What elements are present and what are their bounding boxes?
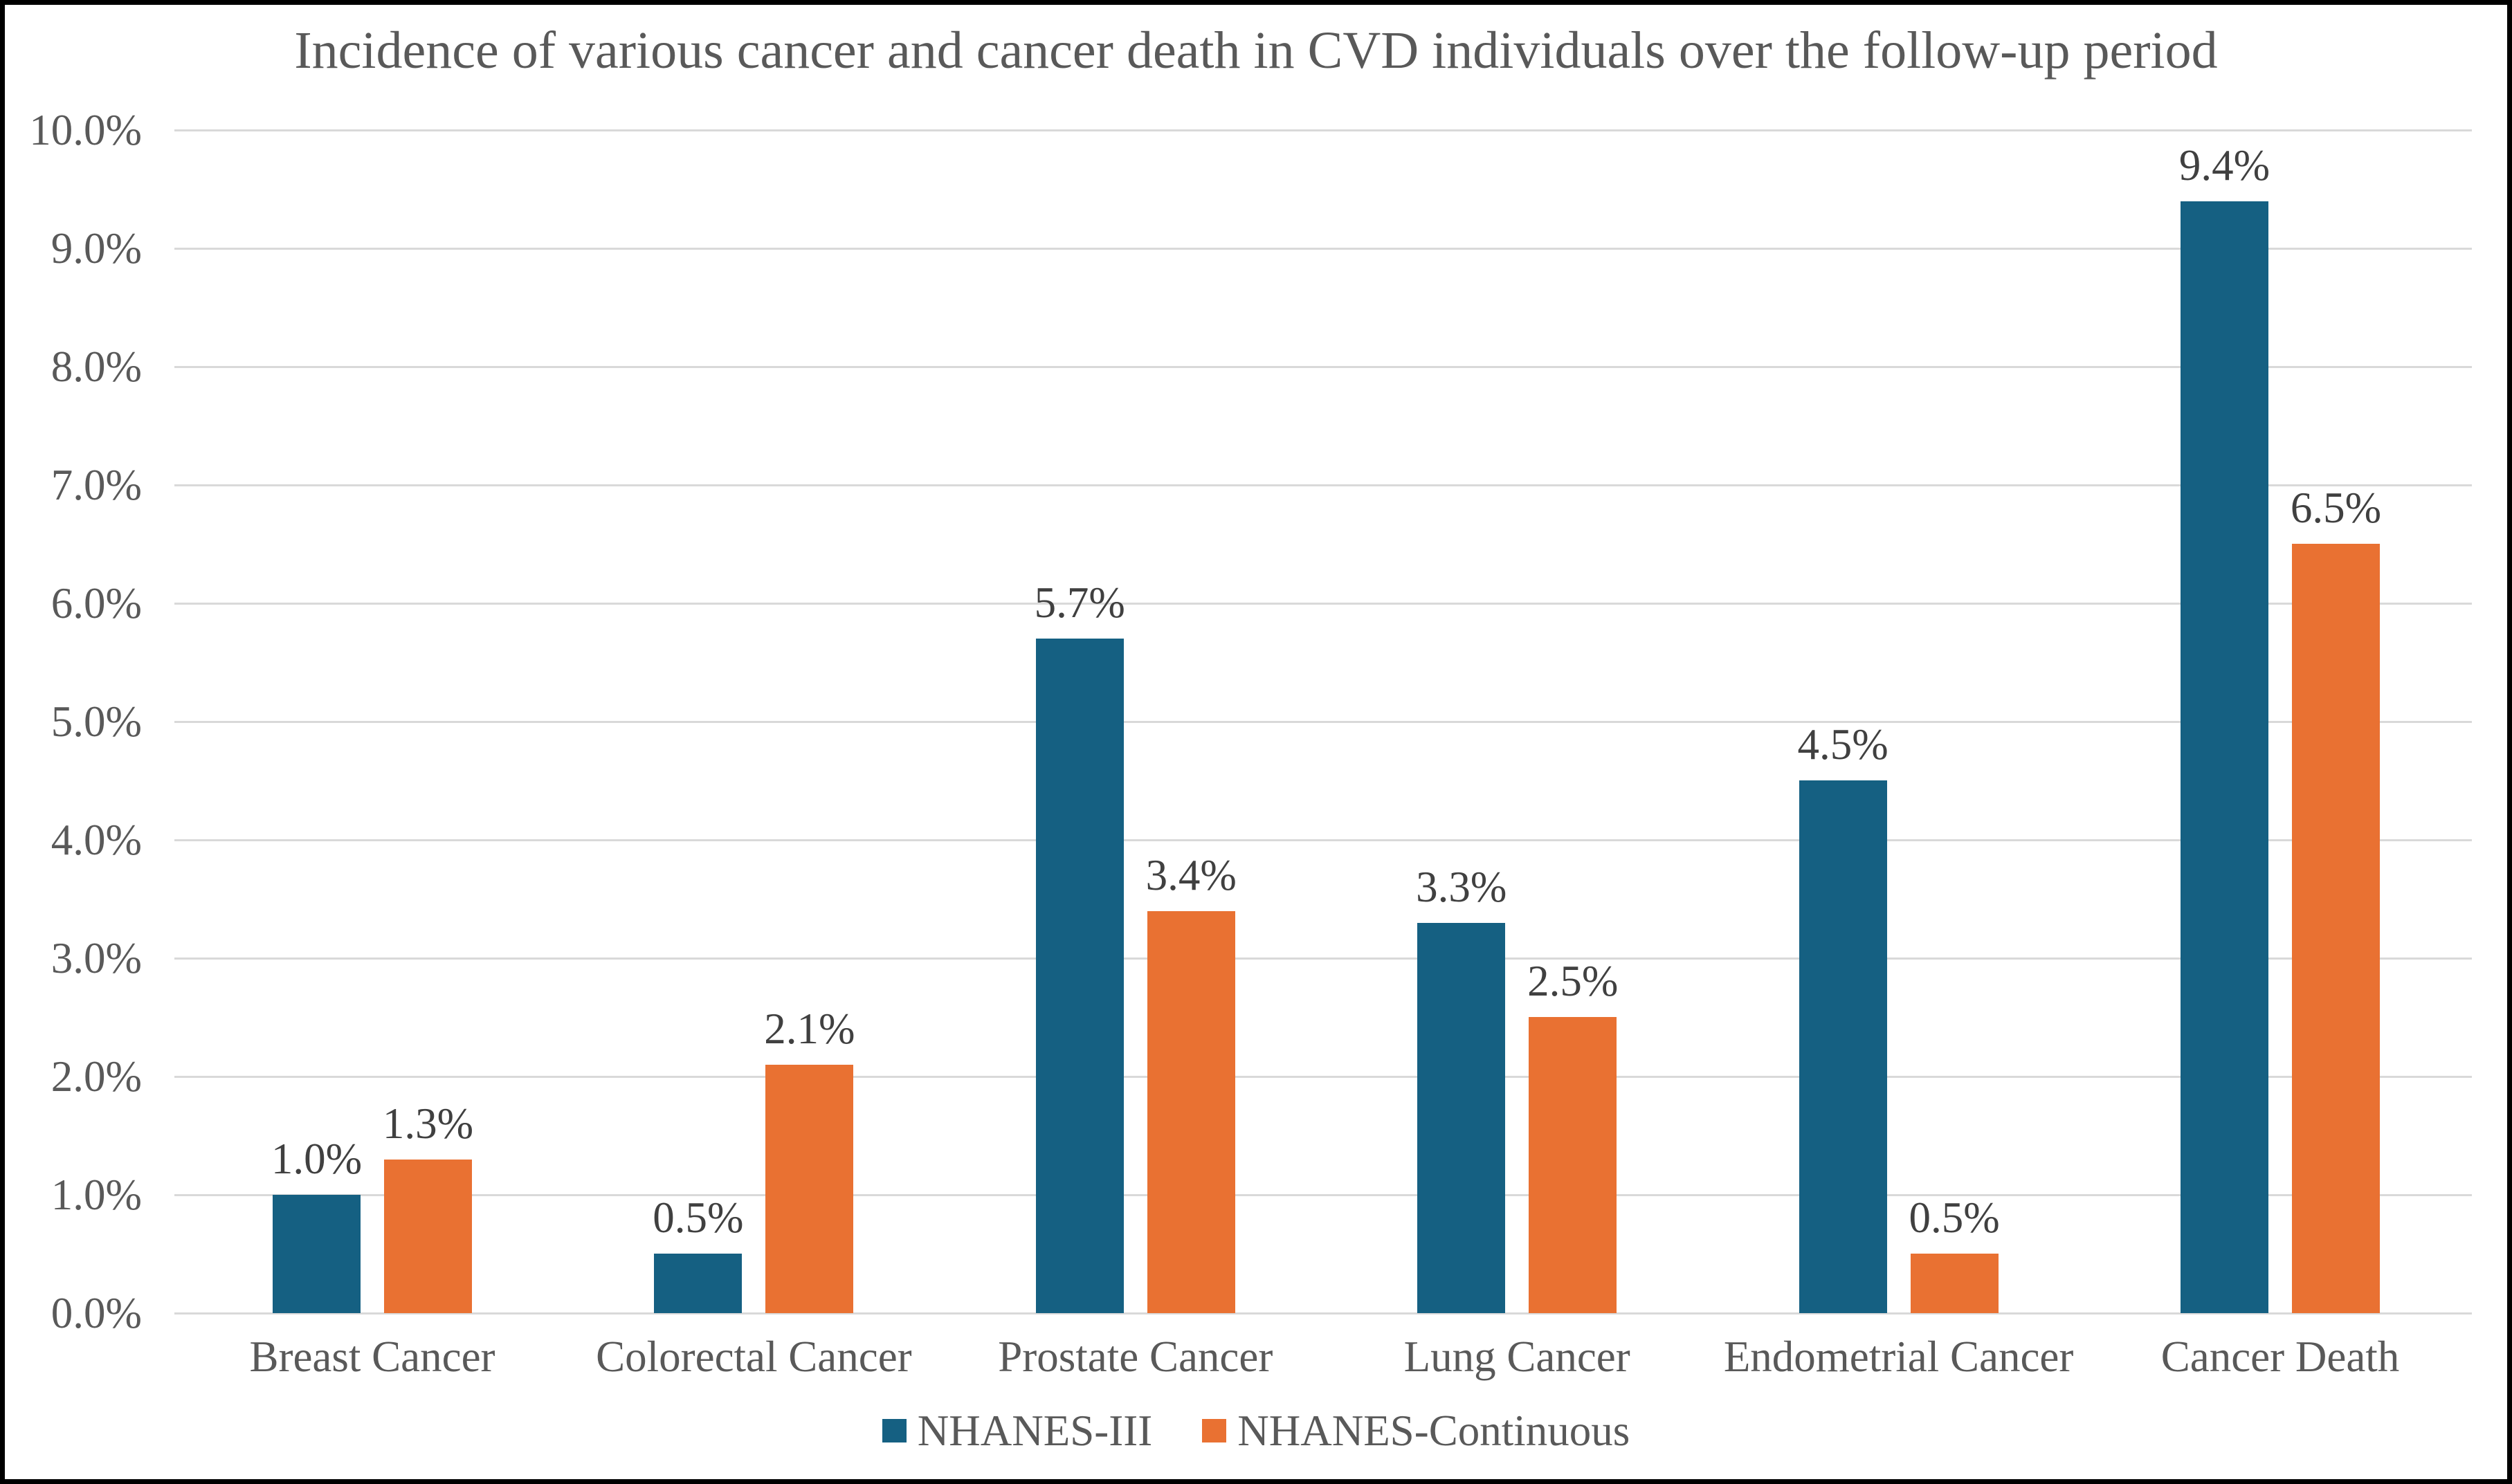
bar-nhanes-continuous (2292, 544, 2380, 1313)
x-axis-category-label: Cancer Death (2160, 1332, 2400, 1381)
bar-data-label: 0.5% (1909, 1193, 2000, 1242)
y-axis-tick-label: 4.0% (51, 816, 142, 864)
bar-data-label: 2.1% (764, 1005, 855, 1053)
gridline (174, 484, 2472, 486)
y-axis-tick-label: 2.0% (51, 1052, 142, 1101)
bar-data-label: 1.3% (382, 1099, 474, 1148)
gridline (174, 1076, 2472, 1078)
bar-data-label: 3.4% (1145, 851, 1237, 899)
y-axis-tick-label: 8.0% (51, 342, 142, 391)
bar-nhanes-iii (273, 1195, 361, 1313)
bar-nhanes-iii (2181, 201, 2268, 1313)
bar-data-label: 1.0% (271, 1135, 363, 1183)
legend-item: NHANES-III (882, 1404, 1152, 1458)
x-axis-category-label: Lung Cancer (1403, 1332, 1630, 1381)
gridline (174, 839, 2472, 841)
legend-label: NHANES-Continuous (1237, 1407, 1630, 1455)
bar-nhanes-continuous (1147, 911, 1235, 1313)
y-axis-tick-label: 7.0% (51, 461, 142, 509)
gridline (174, 603, 2472, 605)
bar-nhanes-continuous (765, 1065, 854, 1313)
bar-nhanes-continuous (384, 1160, 472, 1313)
y-axis-tick-label: 5.0% (51, 697, 142, 746)
gridline (174, 129, 2472, 131)
bar-data-label: 0.5% (653, 1193, 744, 1242)
x-axis-category-label: Breast Cancer (249, 1332, 495, 1381)
legend-label: NHANES-III (917, 1407, 1153, 1455)
y-axis-tick-label: 3.0% (51, 934, 142, 982)
bar-nhanes-iii (1035, 639, 1124, 1313)
x-axis-line (174, 1312, 2472, 1314)
y-axis-tick-label: 9.0% (51, 224, 142, 273)
x-axis-category-label: Prostate Cancer (998, 1332, 1273, 1381)
gridline (174, 958, 2472, 960)
y-axis-tick-label: 6.0% (51, 579, 142, 628)
bar-data-label: 4.5% (1797, 720, 1888, 769)
bar-data-label: 9.4% (2178, 141, 2270, 190)
y-axis-tick-label: 0.0% (51, 1289, 142, 1337)
legend-swatch-icon (1202, 1419, 1227, 1442)
y-axis-tick-label: 10.0% (29, 106, 142, 154)
y-axis-tick-label: 1.0% (51, 1171, 142, 1219)
bar-nhanes-iii (1799, 780, 1887, 1313)
bar-data-label: 2.5% (1527, 957, 1619, 1005)
legend-item: NHANES-Continuous (1202, 1404, 1630, 1458)
bar-data-label: 6.5% (2290, 484, 2382, 532)
bar-data-label: 5.7% (1034, 578, 1125, 627)
bar-data-label: 3.3% (1416, 863, 1507, 911)
x-axis-category-label: Endometrial Cancer (1723, 1332, 2074, 1381)
bar-nhanes-continuous (1529, 1017, 1617, 1313)
x-axis-category-label: Colorectal Cancer (596, 1332, 912, 1381)
gridline (174, 721, 2472, 723)
bar-nhanes-continuous (1910, 1254, 1999, 1313)
chart-title: Incidence of various cancer and cancer d… (294, 21, 2218, 80)
gridline (174, 248, 2472, 250)
bar-nhanes-iii (654, 1254, 743, 1313)
bar-nhanes-iii (1417, 923, 1506, 1313)
legend: NHANES-III NHANES-Continuous (0, 1403, 2512, 1458)
gridline (174, 366, 2472, 368)
legend-swatch-icon (882, 1419, 907, 1442)
gridline (174, 1194, 2472, 1196)
